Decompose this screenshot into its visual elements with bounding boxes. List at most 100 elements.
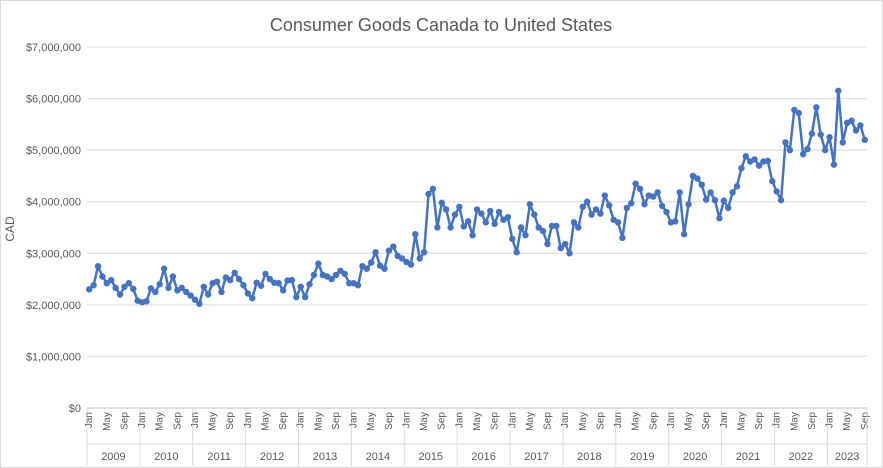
x-year-label: 2020 [683, 451, 707, 463]
x-year-label: 2012 [260, 451, 284, 463]
data-point [848, 117, 855, 124]
data-point [777, 196, 785, 204]
data-point [733, 183, 741, 190]
data-point [526, 201, 534, 208]
data-point [553, 222, 560, 230]
data-point [244, 290, 252, 297]
data-point [306, 281, 313, 288]
data-point [685, 201, 692, 208]
x-year-label: 2017 [524, 451, 548, 463]
x-month-label: Sep [543, 412, 554, 430]
data-point [795, 109, 802, 117]
data-point [460, 223, 467, 230]
data-point [332, 271, 340, 279]
data-point [108, 276, 115, 284]
data-point [592, 206, 600, 213]
data-point [235, 275, 243, 283]
data-point [447, 224, 454, 231]
x-year-label: 2014 [366, 451, 390, 463]
data-point [632, 180, 639, 187]
x-month-label: May [419, 412, 430, 431]
data-point [650, 193, 657, 200]
x-year-label: 2016 [471, 451, 495, 463]
data-point [152, 288, 159, 296]
data-point [517, 224, 525, 231]
data-point [182, 288, 190, 296]
data-point [390, 243, 397, 250]
x-month-label: Sep [648, 412, 659, 430]
data-point [711, 196, 719, 204]
data-point [482, 219, 490, 226]
data-point [416, 255, 423, 262]
data-point [187, 292, 194, 299]
x-year-label: 2022 [789, 451, 813, 463]
data-point [663, 208, 670, 216]
data-point [434, 224, 441, 231]
data-point [804, 145, 811, 153]
data-point [240, 282, 247, 289]
data-point [420, 249, 428, 256]
data-point [830, 161, 838, 168]
x-month-label: May [102, 412, 113, 431]
data-point [99, 273, 106, 280]
data-point [372, 249, 379, 256]
x-month-label: Jan [454, 412, 465, 428]
x-month-label: Sep [595, 412, 606, 430]
data-point [539, 227, 547, 235]
data-point [636, 185, 644, 193]
y-tick-label: $4,000,000 [26, 197, 81, 209]
data-point [346, 279, 353, 287]
data-point [116, 291, 124, 298]
y-tick-label: $5,000,000 [26, 145, 81, 157]
x-month-label: Sep [437, 412, 448, 430]
data-point [469, 232, 476, 239]
x-month-label: Jan [243, 412, 254, 428]
data-point [275, 279, 282, 287]
data-point [755, 162, 763, 169]
data-point [628, 200, 635, 207]
data-point [381, 265, 388, 272]
data-point [504, 213, 512, 221]
data-point [707, 189, 714, 196]
data-point [398, 255, 406, 262]
data-point [478, 210, 485, 217]
data-point [86, 286, 93, 293]
gridlines [87, 46, 867, 409]
data-point [579, 203, 586, 211]
x-month-label: May [631, 412, 642, 431]
data-point [169, 273, 177, 280]
data-point [676, 189, 683, 196]
data-point [191, 296, 199, 303]
data-point [112, 284, 119, 292]
x-year-label: 2011 [207, 451, 231, 463]
data-point [310, 271, 318, 279]
data-point [583, 198, 591, 205]
data-point [464, 218, 472, 225]
data-point [694, 175, 701, 182]
y-tick-label: $3,000,000 [26, 248, 81, 260]
data-point [641, 201, 648, 208]
data-point [658, 202, 666, 210]
y-tick-label: $2,000,000 [26, 300, 81, 312]
x-month-label: Jan [296, 412, 307, 428]
x-axis: Jan May Sep 2009 Jan May Sep 2010 Jan May Sep 2011 J… [84, 407, 871, 466]
x-month-label: May [260, 412, 271, 431]
data-point [196, 300, 203, 308]
data-point [262, 270, 269, 278]
data-point [561, 240, 569, 248]
data-point [301, 293, 309, 301]
data-point [354, 282, 362, 289]
data-point [451, 211, 459, 218]
data-point [826, 134, 833, 141]
data-point [456, 203, 463, 211]
data-point [293, 293, 300, 301]
x-month-label: Jan [772, 412, 783, 428]
data-point [495, 208, 503, 216]
x-month-label: Sep [384, 412, 395, 430]
data-point [531, 211, 538, 218]
data-point [363, 265, 371, 272]
series-line [88, 89, 866, 306]
data-point [738, 164, 745, 172]
data-point [266, 275, 274, 283]
x-month-label: Jan [825, 412, 836, 428]
